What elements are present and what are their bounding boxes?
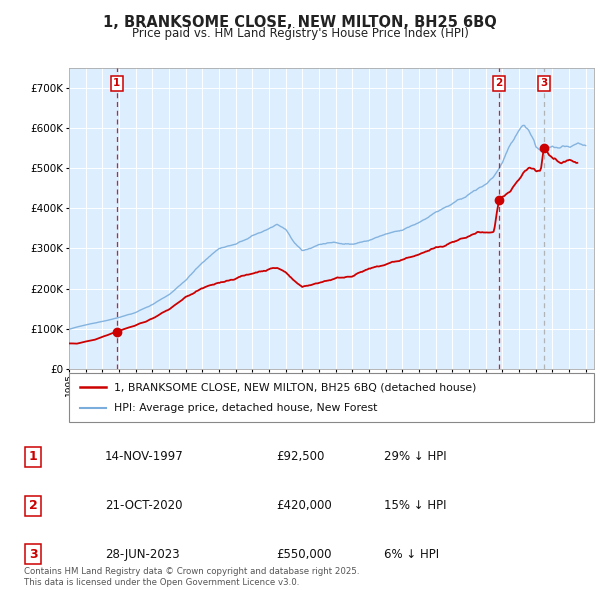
Text: 29% ↓ HPI: 29% ↓ HPI xyxy=(384,450,446,464)
Text: 3: 3 xyxy=(29,548,37,561)
Text: Price paid vs. HM Land Registry's House Price Index (HPI): Price paid vs. HM Land Registry's House … xyxy=(131,27,469,40)
Text: 1, BRANKSOME CLOSE, NEW MILTON, BH25 6BQ (detached house): 1, BRANKSOME CLOSE, NEW MILTON, BH25 6BQ… xyxy=(113,382,476,392)
Text: 1: 1 xyxy=(29,450,37,464)
Text: £92,500: £92,500 xyxy=(276,450,325,464)
Text: HPI: Average price, detached house, New Forest: HPI: Average price, detached house, New … xyxy=(113,404,377,414)
Text: £420,000: £420,000 xyxy=(276,499,332,512)
Text: 28-JUN-2023: 28-JUN-2023 xyxy=(105,548,179,561)
Text: 3: 3 xyxy=(540,78,547,88)
Text: Contains HM Land Registry data © Crown copyright and database right 2025.
This d: Contains HM Land Registry data © Crown c… xyxy=(24,568,359,586)
Text: 2: 2 xyxy=(496,78,503,88)
Text: 21-OCT-2020: 21-OCT-2020 xyxy=(105,499,182,512)
Text: 1, BRANKSOME CLOSE, NEW MILTON, BH25 6BQ: 1, BRANKSOME CLOSE, NEW MILTON, BH25 6BQ xyxy=(103,15,497,30)
Text: 1: 1 xyxy=(113,78,121,88)
FancyBboxPatch shape xyxy=(69,373,594,422)
Text: 2: 2 xyxy=(29,499,37,512)
Text: £550,000: £550,000 xyxy=(276,548,331,561)
Text: 14-NOV-1997: 14-NOV-1997 xyxy=(105,450,184,464)
Text: 15% ↓ HPI: 15% ↓ HPI xyxy=(384,499,446,512)
Text: 6% ↓ HPI: 6% ↓ HPI xyxy=(384,548,439,561)
